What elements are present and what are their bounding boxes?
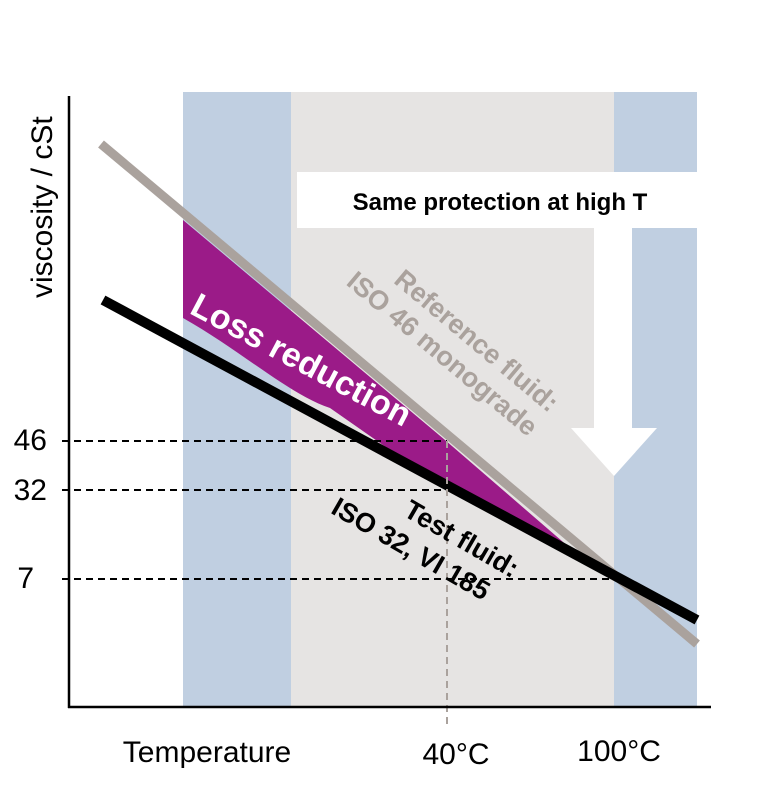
test-fluid-line bbox=[100, 295, 700, 625]
y-tick-7: 7 bbox=[17, 562, 34, 595]
x-tick-100c: 100°C bbox=[577, 735, 661, 768]
loss-reduction-area bbox=[183, 220, 570, 548]
x-tick-40c: 40°C bbox=[422, 738, 489, 771]
protection-arrow bbox=[297, 172, 697, 476]
y-axis-label: viscosity / cSt bbox=[26, 116, 59, 298]
reference-fluid-line bbox=[98, 140, 700, 648]
protection-label: Same protection at high T bbox=[353, 189, 648, 216]
x-axis-label: Temperature bbox=[123, 736, 291, 769]
band-low-temperature bbox=[183, 92, 291, 708]
y-tick-46: 46 bbox=[14, 424, 47, 457]
y-tick-32: 32 bbox=[14, 474, 47, 507]
